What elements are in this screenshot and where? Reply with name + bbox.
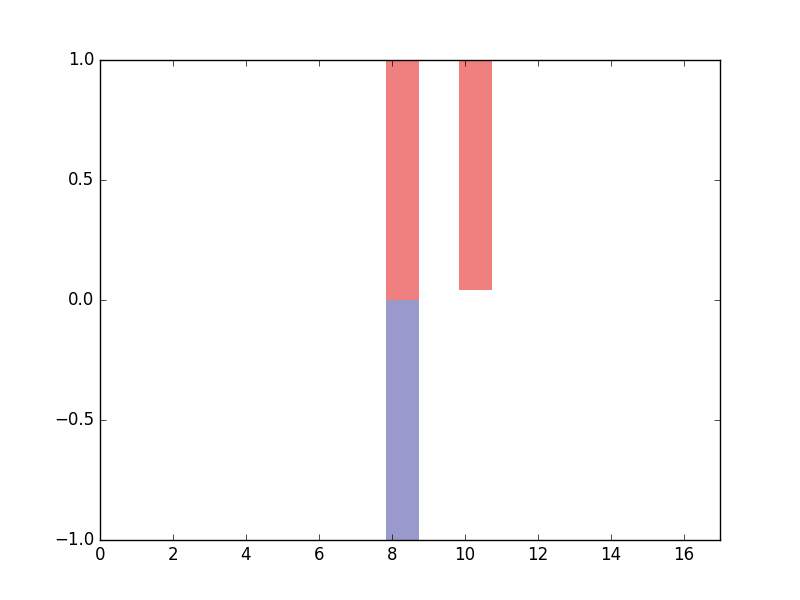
Bar (459, 60, 492, 290)
Bar (386, 60, 419, 300)
Bar (386, 300, 419, 540)
